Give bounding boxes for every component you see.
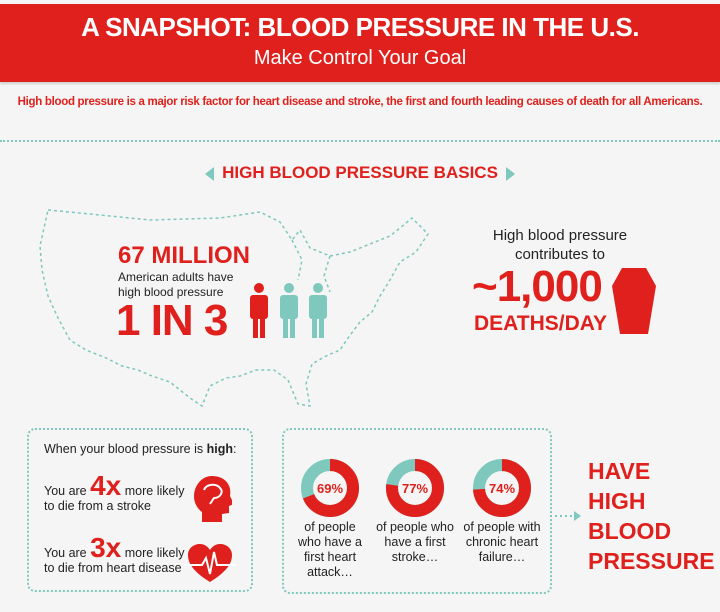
deaths-number: ~1,000 [472,262,603,311]
donut-value-arc [386,459,444,517]
caption-line: who have a [298,535,362,549]
person-icon-teal [309,283,327,338]
caption-line: of people who [376,520,454,534]
donut-3: 74% [473,459,531,517]
deaths-unit: DEATHS/DAY [474,312,608,335]
page-title: A SNAPSHOT: BLOOD PRESSURE IN THE U.S. [81,12,639,42]
donut-caption: of people who have a first stroke… [370,520,460,565]
caption-line: of people [304,520,356,534]
people-icons [250,283,327,338]
donut-label: 69% [317,481,343,496]
deaths-lead-1: High blood pressure [492,227,628,244]
coffin-icon [612,268,656,334]
donut-1: 69% [301,459,359,517]
section-heading: HIGH BLOOD PRESSURE BASICS [0,163,720,183]
intro-text: High blood pressure is a major risk fact… [17,96,703,108]
section-title-text: HIGH BLOOD PRESSURE BASICS [222,163,498,182]
risk-box [27,428,253,592]
risk-item-heart: You are 3x more likely to die from heart… [44,532,185,576]
donut-value-arc [301,459,359,517]
caption-line: chronic heart [465,535,539,549]
donut-label: 74% [489,481,515,496]
adults-desc-1: American adults have [118,270,234,284]
caption-line: attack… [307,565,353,579]
dotted-divider [0,140,720,142]
donut-charts: 69% 77% 74% [301,459,531,517]
caption-line: have a first [384,535,446,549]
donut-label: 77% [402,481,428,496]
heart-pulse-icon [184,544,236,582]
conclusion-text: HAVE HIGH BLOOD PRESSURE [588,458,715,574]
arrow-left-icon [205,166,215,181]
risk-item-stroke: You are 4x more likely to die from a str… [44,470,185,514]
caption-line: failure… [478,550,526,564]
donut-caption: of people with chronic heart failure… [457,520,547,565]
adults-count: 67 MILLION [118,242,251,269]
caption-line: of people with [463,520,541,534]
dotted-arrow-icon [550,511,581,521]
donut-box [282,428,552,594]
ratio-stat: 1 IN 3 [116,296,228,345]
deaths-lead-2: contributes to [514,246,606,263]
risk-heading: When your blood pressure is high: [44,442,237,456]
person-icon-red [250,283,268,338]
caption-line: first heart [303,550,357,564]
donut-2: 77% [386,459,444,517]
donut-value-arc [473,459,531,517]
us-map-outline [39,209,429,408]
header-banner [0,4,720,82]
person-icon-teal [280,283,298,338]
donut-caption: of people who have a first heart attack… [285,520,375,580]
page-subtitle: Make Control Your Goal [253,47,467,69]
adults-desc-2: high blood pressure [118,285,224,299]
brain-head-icon [194,476,232,522]
arrow-right-icon [505,166,515,181]
caption-line: stroke… [391,550,439,564]
